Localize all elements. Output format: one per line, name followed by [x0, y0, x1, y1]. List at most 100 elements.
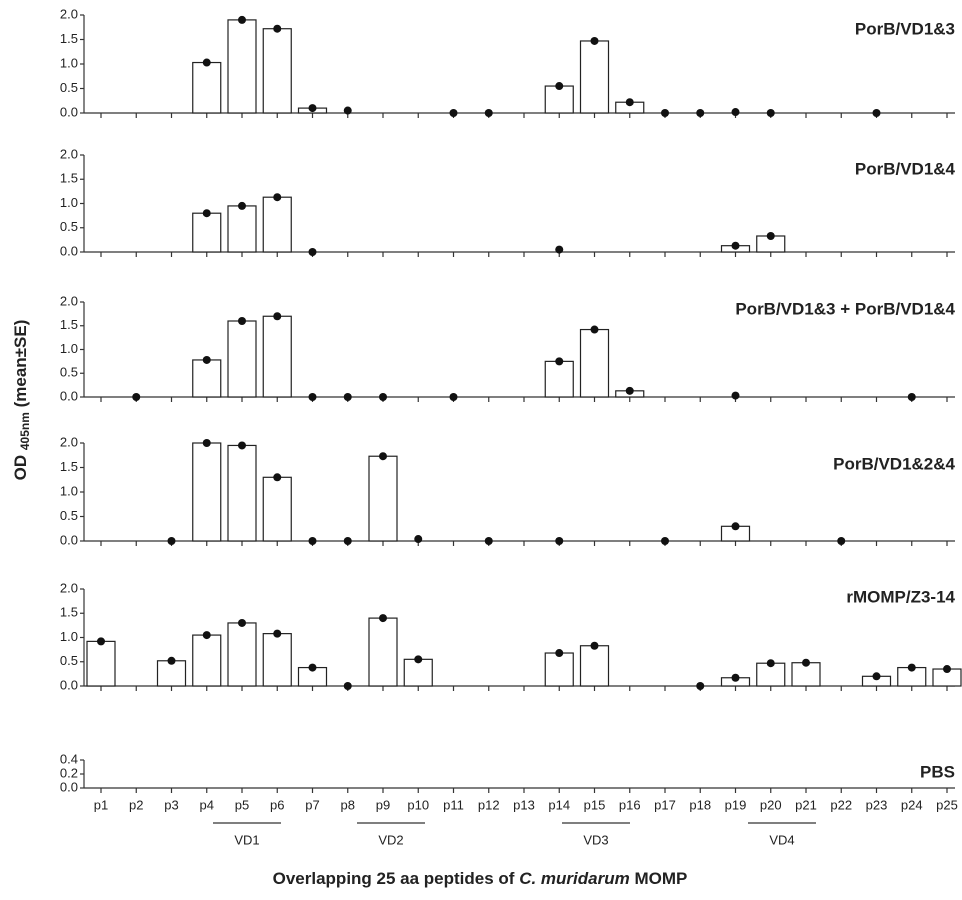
- data-point: [731, 391, 740, 400]
- y-tick-label: 1.0: [60, 629, 78, 644]
- y-tick-label: 0.5: [60, 365, 78, 380]
- data-point: [555, 357, 564, 366]
- y-label-part: OD: [11, 455, 30, 481]
- data-point: [484, 109, 493, 117]
- bar: [262, 476, 292, 542]
- bar: [86, 640, 116, 687]
- y-tick-label: 2.0: [60, 146, 78, 161]
- data-point: [696, 682, 705, 690]
- data-point: [97, 637, 105, 646]
- x-tick-label: p7: [305, 797, 319, 812]
- data-point: [379, 393, 387, 401]
- data-point: [167, 656, 176, 665]
- data-point: [590, 36, 599, 45]
- bar: [262, 315, 292, 398]
- bar: [579, 645, 610, 687]
- annotation: VD2: [378, 832, 403, 847]
- data-point: [202, 355, 211, 364]
- y-tick-label: 2.0: [60, 6, 78, 21]
- y-tick-label: 0.0: [60, 532, 78, 547]
- data-point: [202, 439, 211, 447]
- x-label-part: C. muridarum: [519, 869, 630, 888]
- y-tick-label: 0.5: [60, 508, 78, 523]
- data-point: [238, 441, 246, 450]
- y-tick-label: 1.5: [60, 459, 78, 474]
- data-point: [731, 522, 740, 531]
- y-tick-label: 0.0: [60, 243, 78, 258]
- y-tick-label: 0.0: [60, 388, 78, 403]
- bar: [579, 328, 610, 398]
- x-label-part: MOMP: [634, 869, 687, 888]
- panel-title: PorB/VD1&4: [855, 159, 956, 178]
- x-tick-label: p20: [760, 797, 782, 812]
- data-point: [590, 325, 599, 334]
- x-tick-label: p25: [936, 797, 958, 812]
- data-point: [308, 393, 317, 401]
- x-tick-label: p3: [164, 797, 178, 812]
- x-tick-label: p22: [830, 797, 852, 812]
- bar: [544, 652, 574, 687]
- data-point: [343, 537, 352, 545]
- x-tick-label: p21: [795, 797, 817, 812]
- y-tick-label: 0.5: [60, 80, 78, 95]
- y-tick-label: 1.5: [60, 31, 78, 46]
- y-tick-label: 0.2: [60, 765, 78, 780]
- data-point: [484, 537, 493, 545]
- data-point: [273, 473, 282, 482]
- data-point: [414, 655, 423, 664]
- data-point: [907, 393, 916, 401]
- x-axis-label: Overlapping 25 aa peptides of C. muridar…: [273, 869, 688, 888]
- x-tick-label: p9: [376, 797, 390, 812]
- data-point: [555, 537, 564, 545]
- annotation: VD4: [769, 832, 794, 847]
- x-tick-label: p14: [548, 797, 570, 812]
- bar: [227, 444, 257, 542]
- data-point: [202, 58, 211, 67]
- data-point: [238, 618, 246, 627]
- y-tick-label: 1.0: [60, 195, 78, 210]
- x-tick-label: p1: [94, 797, 108, 812]
- y-tick-label: 1.0: [60, 55, 78, 70]
- data-point: [661, 537, 669, 545]
- data-point: [872, 672, 881, 681]
- bar: [262, 633, 292, 687]
- data-point: [167, 537, 176, 545]
- x-tick-label: p5: [235, 797, 249, 812]
- y-tick-label: 0.0: [60, 104, 78, 119]
- y-tick-label: 1.5: [60, 171, 78, 186]
- bar: [192, 442, 222, 542]
- data-point: [731, 108, 740, 117]
- y-tick-label: 1.5: [60, 605, 78, 620]
- data-point: [943, 665, 951, 674]
- x-tick-label: p2: [129, 797, 143, 812]
- data-point: [343, 682, 352, 690]
- bar: [227, 19, 257, 114]
- data-point: [731, 673, 740, 682]
- y-tick-label: 1.5: [60, 317, 78, 332]
- data-point: [343, 393, 352, 401]
- x-tick-label: p8: [341, 797, 355, 812]
- y-tick-label: 0.0: [60, 677, 78, 692]
- data-point: [202, 209, 211, 218]
- data-point: [273, 193, 282, 202]
- bar: [544, 85, 574, 114]
- x-tick-label: p11: [443, 797, 464, 812]
- data-point: [555, 649, 564, 658]
- x-tick-label: p24: [901, 797, 923, 812]
- data-point: [308, 663, 317, 672]
- data-point: [872, 109, 881, 117]
- data-point: [907, 663, 916, 672]
- x-tick-label: p6: [270, 797, 284, 812]
- bar: [403, 658, 433, 687]
- data-point: [449, 109, 458, 117]
- y-tick-label: 2.0: [60, 293, 78, 308]
- bar: [579, 40, 610, 114]
- y-axis-label: OD 405nm (mean±SE): [11, 320, 34, 481]
- panel-title: PBS: [920, 762, 955, 781]
- data-point: [802, 658, 810, 667]
- y-tick-label: 2.0: [60, 434, 78, 449]
- data-point: [555, 245, 564, 254]
- bar: [262, 28, 292, 114]
- data-point: [238, 201, 246, 210]
- data-point: [449, 393, 458, 401]
